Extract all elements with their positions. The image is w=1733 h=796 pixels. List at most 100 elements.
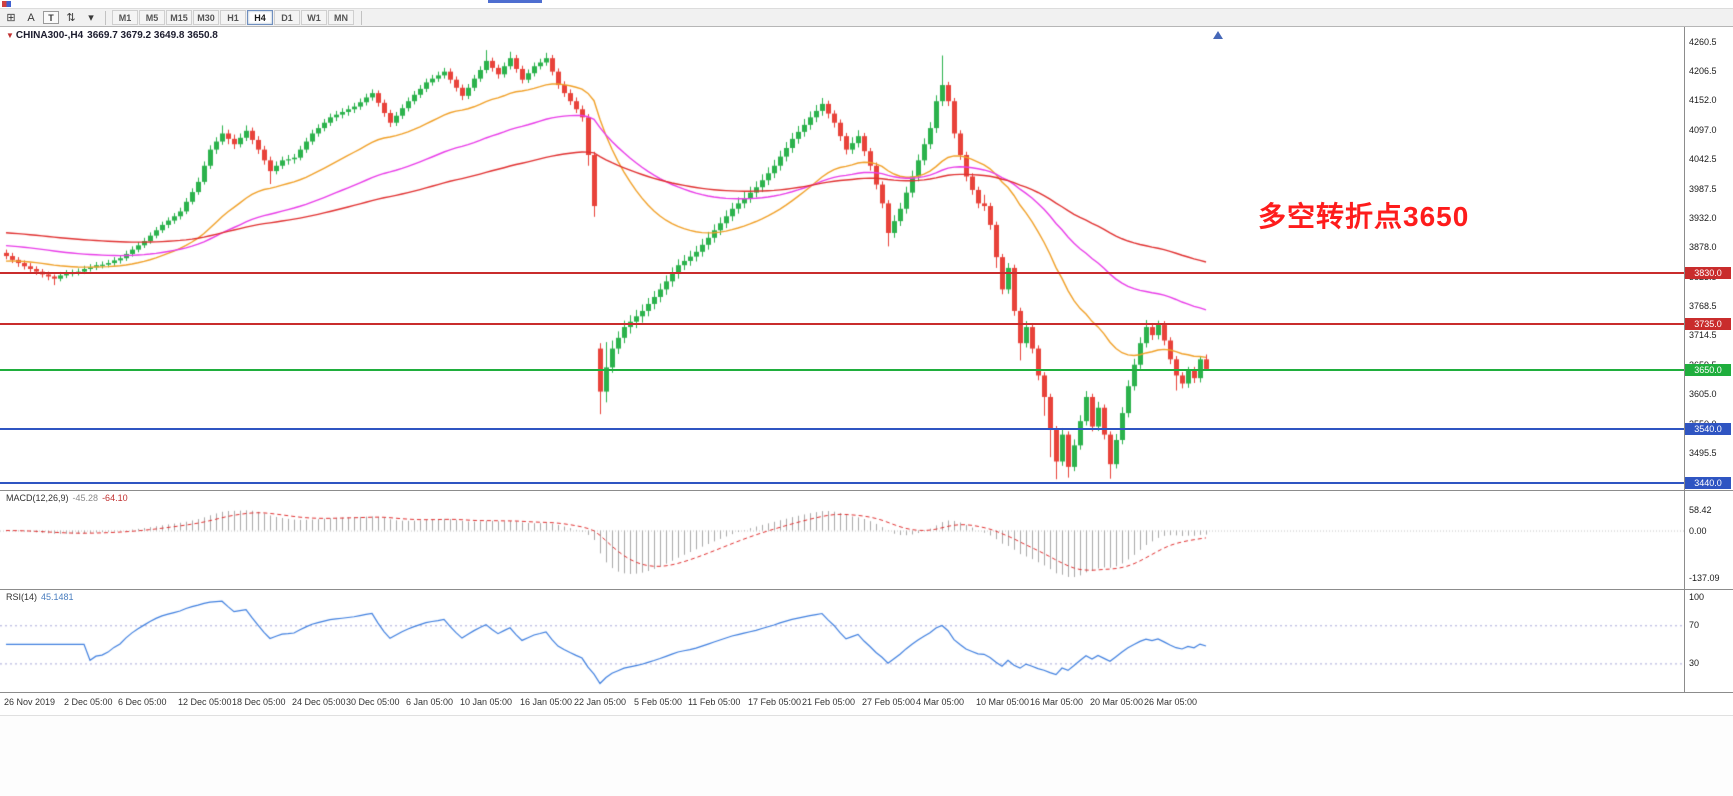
- chart-annotation[interactable]: 多空转折点3650: [1258, 201, 1470, 232]
- panel-separator[interactable]: [0, 490, 1733, 491]
- panel-separator-2[interactable]: [0, 589, 1733, 590]
- symbol-ohlc-values: 3669.7 3679.2 3649.8 3650.8: [87, 30, 218, 41]
- timeframe-button-h4[interactable]: H4: [247, 10, 273, 25]
- timeframe-button-mn[interactable]: MN: [328, 10, 354, 25]
- timeframe-button-w1[interactable]: W1: [301, 10, 327, 25]
- macd-canvas[interactable]: [0, 491, 1684, 589]
- macd-tick: 58.42: [1689, 505, 1712, 516]
- rsi-tick: 100: [1689, 591, 1705, 602]
- timeframe-button-m1[interactable]: M1: [112, 10, 138, 25]
- dropdown-caret-icon[interactable]: ▾: [88, 12, 94, 24]
- time-label: 10 Jan 05:00: [460, 697, 513, 707]
- timeframe-button-d1[interactable]: D1: [274, 10, 300, 25]
- time-label: 5 Feb 05:00: [634, 697, 683, 707]
- horizontal-line-3540.0[interactable]: [0, 428, 1684, 431]
- time-label: 2 Dec 05:00: [64, 697, 113, 707]
- horizontal-line-3440.0[interactable]: [0, 482, 1684, 484]
- symbol-name: CHINA300-,H4: [15, 30, 84, 41]
- price-tick: 3768.5: [1689, 301, 1717, 312]
- cursor-a-icon[interactable]: A: [27, 11, 35, 24]
- horizontal-line-3650.0[interactable]: [0, 369, 1684, 372]
- macd-tick: -137.09: [1689, 572, 1720, 583]
- price-tick: 4042.5: [1689, 154, 1717, 165]
- price-scale[interactable]: 4260.5 4206.5 4152.0 4097.0 4042.5 3987.5 3932…: [1684, 27, 1733, 490]
- bottom-strip: [0, 715, 1733, 796]
- app-icon-fragment: [2, 1, 11, 7]
- time-label: 18 Dec 05:00: [232, 697, 286, 707]
- rsi-panel: RSI(14) 45.1481 100 70 30: [0, 590, 1733, 692]
- time-label: 27 Feb 05:00: [862, 697, 916, 707]
- timeframe-button-m5[interactable]: M5: [139, 10, 165, 25]
- horizontal-line-3830.0[interactable]: [0, 272, 1684, 275]
- macd-name: MACD(12,26,9): [6, 493, 69, 503]
- price-tag-3440.0: 3440.0: [1685, 477, 1731, 489]
- price-tag-3735.0: 3735.0: [1685, 318, 1731, 331]
- rsi-scale: 100 70 30: [1684, 590, 1733, 692]
- price-tick: 4206.5: [1689, 65, 1717, 76]
- candlestick-chart-canvas[interactable]: [0, 27, 1684, 490]
- scroll-to-end-icon[interactable]: [1213, 31, 1223, 39]
- time-label: 16 Mar 05:00: [1030, 697, 1084, 707]
- arrows-updown-icon[interactable]: ⇅: [66, 12, 76, 24]
- price-tick: 3605.0: [1689, 389, 1717, 400]
- time-label: 26 Nov 2019: [4, 697, 56, 707]
- price-tick: 4260.5: [1689, 36, 1717, 47]
- timeframe-button-m15[interactable]: M15: [166, 10, 192, 25]
- quotes-grid-icon[interactable]: ⊞: [6, 12, 16, 24]
- rsi-canvas[interactable]: [0, 590, 1684, 692]
- time-label: 16 Jan 05:00: [520, 697, 573, 707]
- rsi-name: RSI(14): [6, 592, 38, 602]
- timeframe-button-m30[interactable]: M30: [193, 10, 219, 25]
- time-label: 20 Mar 05:00: [1090, 697, 1144, 707]
- horizontal-line-3735.0[interactable]: [0, 323, 1684, 326]
- timeframe-button-group: M1 M5 M15 M30 H1 H4 D1 W1 MN: [112, 10, 355, 25]
- time-label: 12 Dec 05:00: [178, 697, 232, 707]
- toolbar: ⊞ A T ⇅ ▾ M1 M5 M15 M30 H1 H4 D1 W1 MN: [0, 8, 1733, 27]
- price-tag-3830.0: 3830.0: [1685, 267, 1731, 280]
- time-label: 4 Mar 05:00: [916, 697, 965, 707]
- chart-area: ▼ CHINA300-,H4 3669.7 3679.2 3649.8 3650.8…: [0, 27, 1733, 796]
- time-label: 10 Mar 05:00: [976, 697, 1030, 707]
- time-label: 22 Jan 05:00: [574, 697, 627, 707]
- price-tick: 3878.0: [1689, 242, 1717, 253]
- time-label: 30 Dec 05:00: [346, 697, 400, 707]
- price-tag-3540.0: 3540.0: [1685, 423, 1731, 436]
- rsi-label: RSI(14) 45.1481: [6, 592, 74, 602]
- price-tick: 3932.0: [1689, 213, 1717, 224]
- macd-panel: MACD(12,26,9) -45.28 -64.10 58.42 0.00 -137.…: [0, 491, 1733, 589]
- main-chart-panel: ▼ CHINA300-,H4 3669.7 3679.2 3649.8 3650.8…: [0, 27, 1733, 490]
- symbol-marker-triangle-icon: ▼: [6, 31, 14, 40]
- time-axis[interactable]: 26 Nov 2019 2 Dec 05:00 6 Dec 05:00 12 Dec …: [0, 693, 1733, 715]
- toolbar-separator: [105, 10, 106, 25]
- price-tag-3650.0: 3650.0: [1685, 364, 1731, 377]
- time-label: 17 Feb 05:00: [748, 697, 802, 707]
- macd-tick: 0.00: [1689, 525, 1707, 536]
- toolbar-tools-group: ⊞ A T ⇅ ▾: [3, 10, 99, 25]
- price-tick: 4097.0: [1689, 124, 1717, 135]
- time-label: 6 Dec 05:00: [118, 697, 167, 707]
- time-label: 11 Feb 05:00: [688, 697, 741, 707]
- macd-scale: 58.42 0.00 -137.09: [1684, 491, 1733, 589]
- time-label: 21 Feb 05:00: [802, 697, 856, 707]
- text-tool-icon[interactable]: T: [43, 11, 59, 24]
- price-tick: 3987.5: [1689, 183, 1717, 194]
- price-tick: 3495.5: [1689, 448, 1717, 459]
- time-label: 6 Jan 05:00: [406, 697, 454, 707]
- timeframe-button-h1[interactable]: H1: [220, 10, 246, 25]
- rsi-tick: 70: [1689, 620, 1700, 631]
- time-label: 26 Mar 05:00: [1144, 697, 1198, 707]
- time-label: 24 Dec 05:00: [292, 697, 346, 707]
- rsi-tick: 30: [1689, 658, 1700, 669]
- menu-fragment: [488, 0, 542, 3]
- macd-main-value: -45.28: [72, 493, 99, 503]
- price-tick: 3714.5: [1689, 330, 1717, 341]
- rsi-value: 45.1481: [41, 592, 74, 602]
- macd-signal-value: -64.10: [102, 493, 128, 503]
- panel-separator-3: [0, 692, 1733, 693]
- price-tick: 4152.0: [1689, 95, 1717, 106]
- chart-symbol-label: ▼ CHINA300-,H4 3669.7 3679.2 3649.8 3650.8: [6, 30, 218, 41]
- macd-label: MACD(12,26,9) -45.28 -64.10: [6, 493, 128, 503]
- window-top-strip: [0, 0, 1733, 8]
- toolbar-separator-2: [361, 10, 362, 25]
